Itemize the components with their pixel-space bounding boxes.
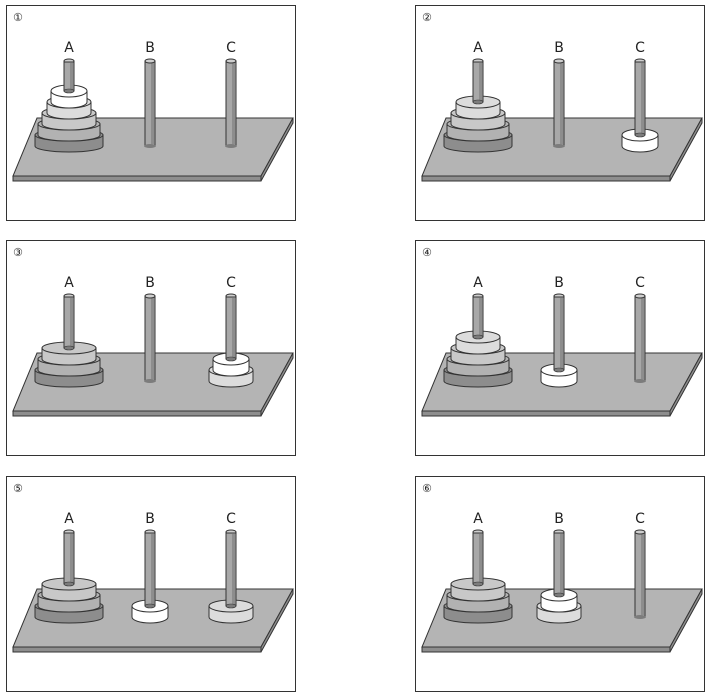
step-number: ④	[422, 246, 432, 259]
peg-label-b: B	[145, 275, 155, 291]
step-panel-2: ② A B C	[415, 5, 705, 221]
peg-label-c: C	[635, 40, 645, 56]
peg-label-a: A	[64, 511, 74, 527]
board-side	[669, 117, 703, 182]
hanoi-illustration: ① A B C	[12, 11, 294, 182]
peg-c	[634, 529, 646, 619]
board-side	[669, 588, 703, 653]
disc-2	[455, 296, 501, 355]
step-panel-6: ⑥ A B C	[415, 476, 705, 692]
board-front	[12, 646, 262, 653]
step-panel-1: ① A B C	[6, 5, 296, 221]
peg-label-a: A	[64, 40, 74, 56]
hanoi-illustration: ⑥ A B C	[421, 482, 703, 653]
board-front	[12, 410, 262, 417]
disc-1	[50, 61, 88, 109]
disc-3	[41, 296, 97, 366]
peg-c	[634, 293, 646, 383]
disc-1	[131, 532, 169, 624]
peg-label-b: B	[145, 511, 155, 527]
step-panel-5: ⑤ A B C	[6, 476, 296, 692]
step-number: ③	[13, 246, 23, 259]
peg-label-c: C	[635, 275, 645, 291]
peg-label-c: C	[226, 40, 236, 56]
peg-label-a: A	[473, 511, 483, 527]
peg-label-b: B	[145, 40, 155, 56]
disc-3	[41, 532, 97, 602]
step-number: ⑤	[13, 482, 23, 495]
disc-2	[455, 61, 501, 120]
step-panel-3: ③ A B C	[6, 240, 296, 456]
board-front	[421, 646, 671, 653]
board-front	[421, 410, 671, 417]
peg-label-a: A	[473, 40, 483, 56]
hanoi-illustration: ⑤ A B C	[12, 482, 294, 653]
board-side	[669, 352, 703, 417]
peg-label-b: B	[554, 275, 564, 291]
peg-label-a: A	[473, 275, 483, 291]
disc-1	[621, 61, 659, 153]
disc-2	[208, 532, 254, 624]
peg-label-c: C	[226, 275, 236, 291]
disc-1	[212, 296, 250, 377]
peg-b	[144, 293, 156, 383]
board-side	[260, 352, 294, 417]
peg-label-b: B	[554, 511, 564, 527]
peg-label-c: C	[226, 511, 236, 527]
board-side	[260, 588, 294, 653]
hanoi-illustration: ③ A B C	[12, 246, 294, 417]
step-number: ②	[422, 11, 432, 24]
disc-1	[540, 532, 578, 613]
peg-label-b: B	[554, 40, 564, 56]
board-side	[260, 117, 294, 182]
peg-label-c: C	[635, 511, 645, 527]
step-number: ①	[13, 11, 23, 24]
peg-b	[144, 58, 156, 148]
hanoi-illustration: ② A B C	[421, 11, 703, 182]
peg-c	[225, 58, 237, 148]
hanoi-illustration: ④ A B C	[421, 246, 703, 417]
disc-3	[450, 532, 506, 602]
board-front	[12, 175, 262, 182]
step-panel-4: ④ A B C	[415, 240, 705, 456]
board-front	[421, 175, 671, 182]
disc-1	[540, 296, 578, 388]
peg-label-a: A	[64, 275, 74, 291]
step-number: ⑥	[422, 482, 432, 495]
peg-b	[553, 58, 565, 148]
